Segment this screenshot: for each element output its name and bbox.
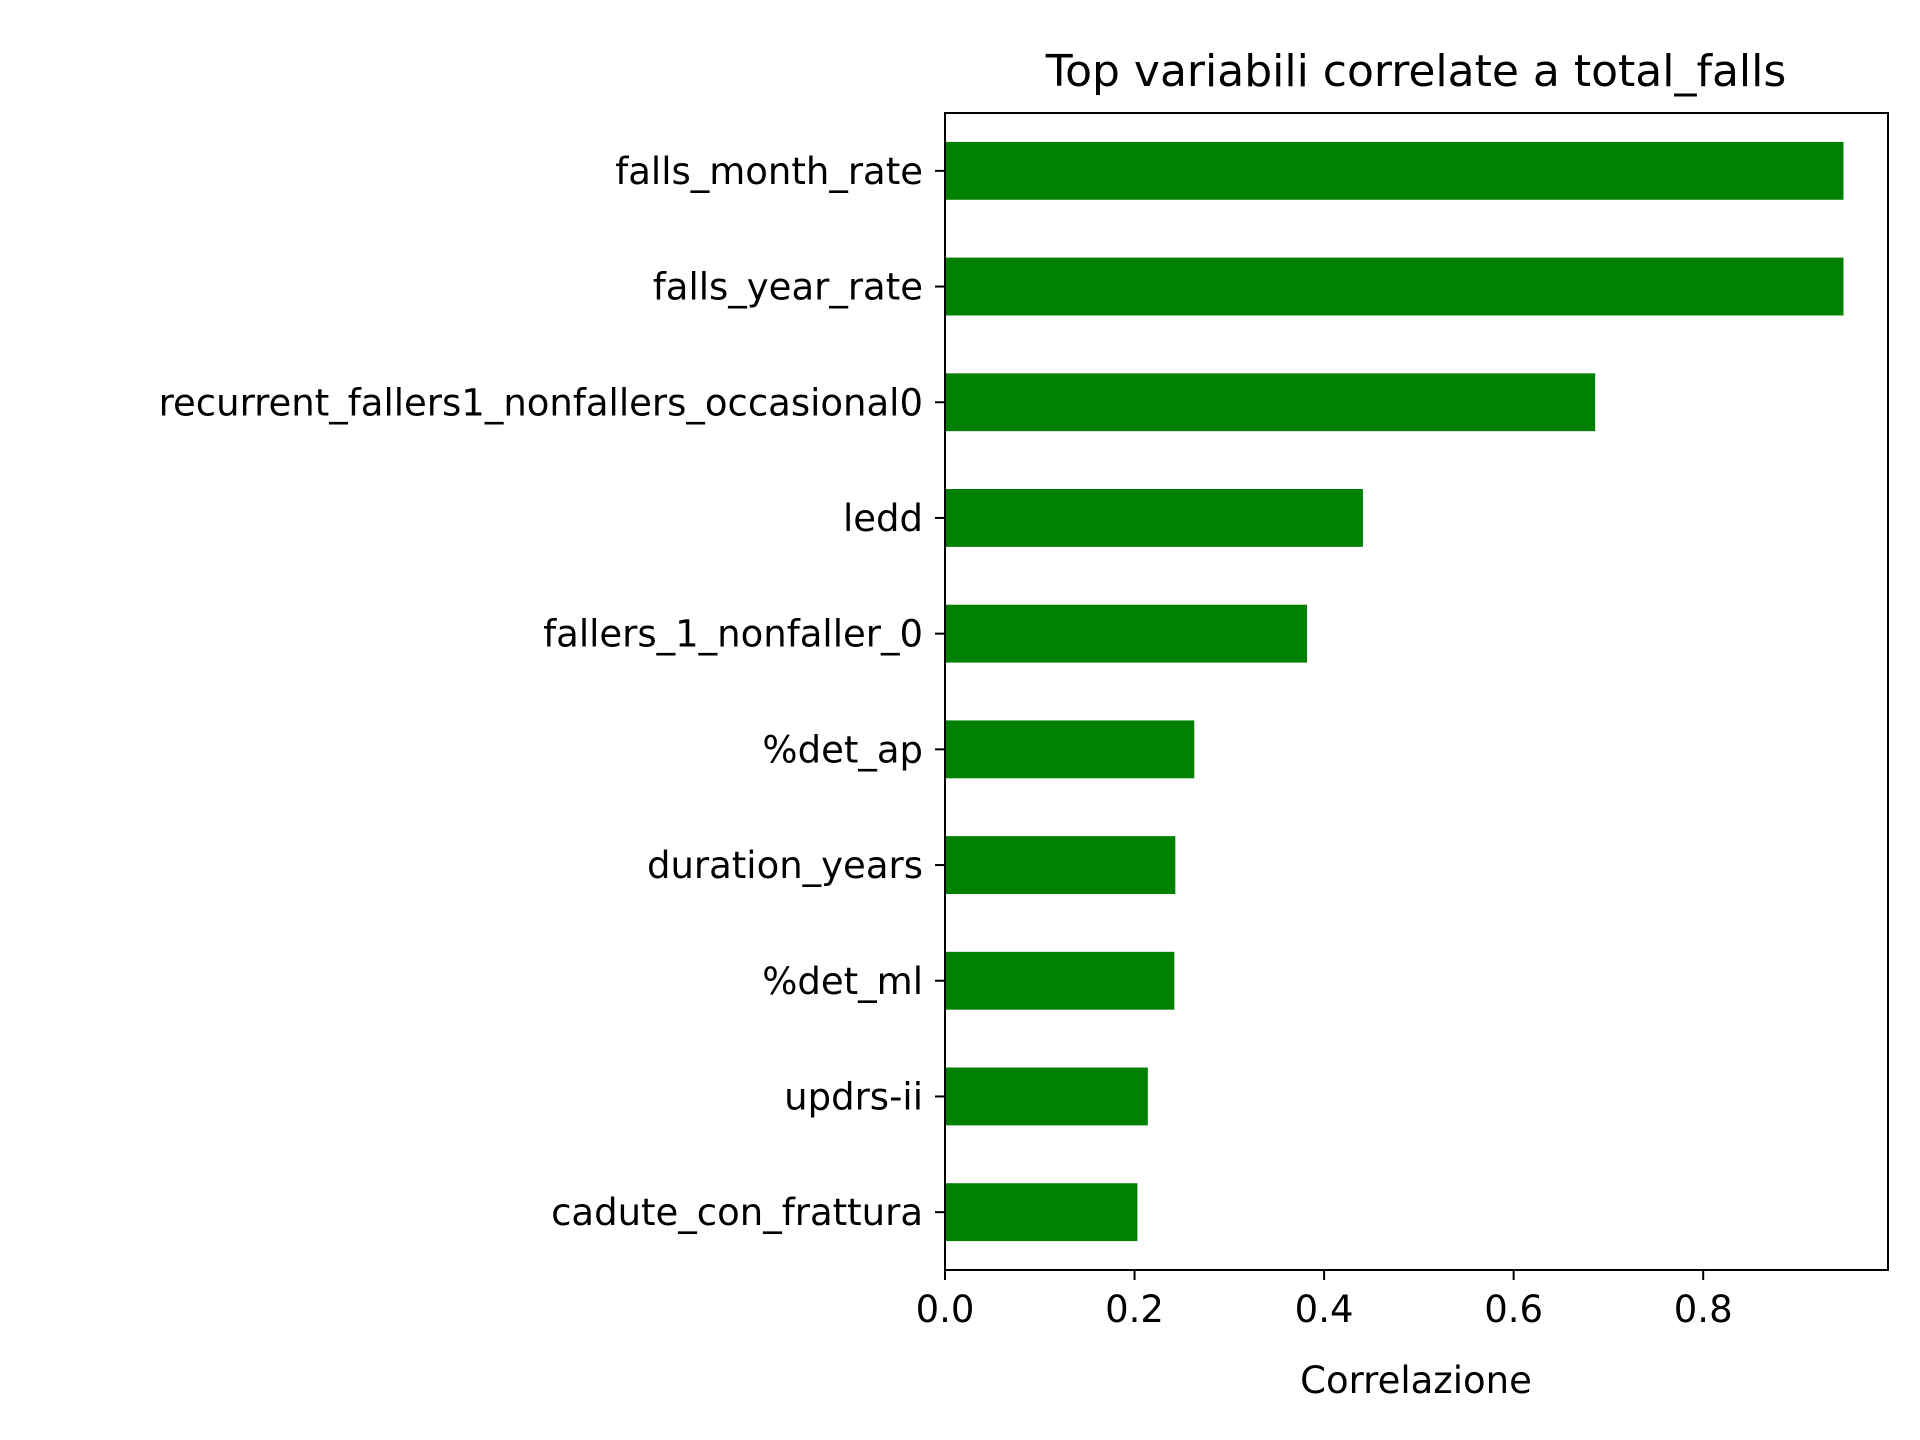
bar-3 xyxy=(945,489,1363,547)
y-tick-label-2: recurrent_fallers1_nonfallers_occasional… xyxy=(159,381,923,424)
y-tick-label-1: falls_year_rate xyxy=(653,266,923,309)
x-tick-label-0: 0.0 xyxy=(916,1288,975,1331)
plot-area xyxy=(945,141,1844,1242)
bar-1 xyxy=(945,257,1844,316)
y-tick-label-7: %det_ml xyxy=(762,960,923,1003)
bar-6 xyxy=(945,836,1176,894)
y-tick-label-3: ledd xyxy=(843,497,923,540)
bar-5 xyxy=(945,720,1195,779)
y-tick-label-5: %det_ap xyxy=(762,728,923,771)
x-tick-label-4: 0.8 xyxy=(1674,1288,1733,1331)
chart-title: Top variabili correlate a total_falls xyxy=(1045,46,1787,97)
y-tick-label-9: cadute_con_frattura xyxy=(551,1191,923,1234)
x-axis: 0.0 0.2 0.4 0.6 0.8 xyxy=(916,1270,1733,1331)
x-tick-label-1: 0.2 xyxy=(1105,1288,1164,1331)
bar-7 xyxy=(945,951,1175,1010)
bar-8 xyxy=(945,1067,1148,1126)
bar-9 xyxy=(945,1183,1138,1242)
y-tick-label-4: fallers_1_nonfaller_0 xyxy=(543,613,923,656)
bar-0 xyxy=(945,141,1844,200)
y-tick-label-6: duration_years xyxy=(647,844,923,887)
y-tick-label-8: updrs-ii xyxy=(784,1075,923,1118)
bar-4 xyxy=(945,604,1308,663)
x-tick-label-3: 0.6 xyxy=(1484,1288,1543,1331)
y-tick-label-0: falls_month_rate xyxy=(615,150,923,193)
x-axis-label: Correlazione xyxy=(1300,1359,1532,1402)
y-axis: falls_month_rate falls_year_rate recurrent… xyxy=(159,150,945,1234)
x-tick-label-2: 0.4 xyxy=(1295,1288,1354,1331)
plot-frame xyxy=(944,112,1889,1271)
bar-2 xyxy=(945,373,1596,432)
